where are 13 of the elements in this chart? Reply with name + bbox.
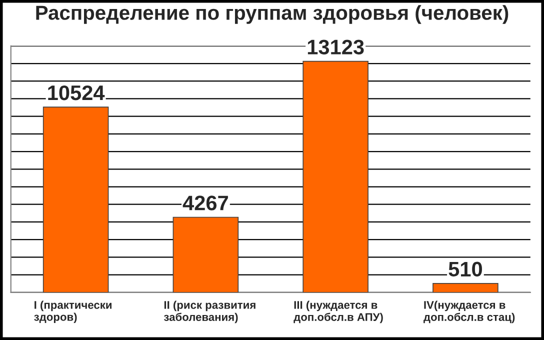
bar [42, 106, 109, 292]
x-tick-label: IV(нуждается в доп.обсл.в стац) [424, 300, 515, 324]
data-label: 13123 [308, 40, 364, 54]
chart-title: Распределение по группам здоровья (человек) [36, 5, 508, 24]
data-label: 510 [448, 262, 482, 277]
bar [172, 216, 239, 292]
bar [302, 60, 368, 292]
x-tick-label: I (практически здоров) [34, 300, 112, 324]
x-tick-label: III (нуждается в доп.обсл.в АПУ) [294, 300, 383, 324]
data-label: 4267 [182, 196, 228, 210]
data-label: 10524 [48, 85, 105, 100]
x-tick-label: II (риск развития заболевания) [164, 300, 256, 324]
bar [432, 283, 498, 292]
